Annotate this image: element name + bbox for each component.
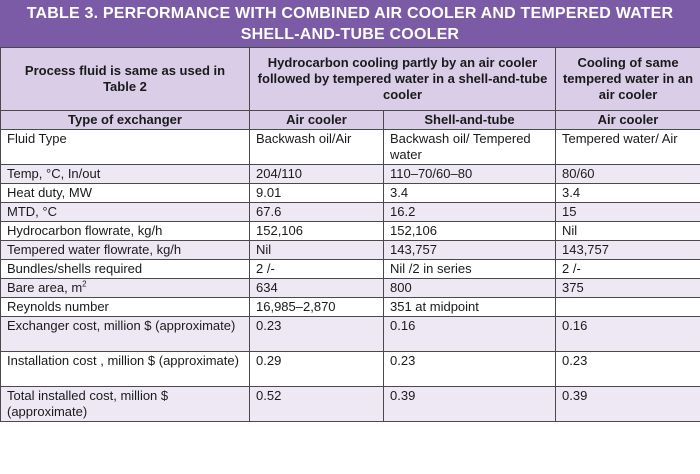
cell-air-cooler: 152,106 [249, 221, 384, 241]
table-row: Total installed cost, million $ (approxi… [0, 386, 700, 422]
cell-air-cooler: Backwash oil/Air [249, 129, 384, 165]
cell-air-cooler: 204/110 [249, 164, 384, 184]
cell-air-cooler: 0.52 [249, 386, 384, 422]
cell-shell-and-tube: 800 [383, 278, 556, 298]
table-row: Fluid Type Backwash oil/Air Backwash oil… [0, 129, 700, 165]
cell-air-cooler: 16,985–2,870 [249, 297, 384, 317]
cell-air-cooler: 634 [249, 278, 384, 298]
cell-shell-and-tube: 0.16 [383, 316, 556, 352]
cell-air-cooler: 0.29 [249, 351, 384, 387]
performance-table: Process fluid is same as used in Table 2… [0, 47, 700, 422]
table-title: TABLE 3. PERFORMANCE WITH COMBINED AIR C… [0, 0, 700, 47]
cell-air-cooler-2: 3.4 [555, 183, 700, 203]
row-label: Exchanger cost, million $ (approximate) [0, 316, 250, 352]
header-process-fluid: Process fluid is same as used in Table 2 [0, 47, 250, 111]
row-label: Tempered water flowrate, kg/h [0, 240, 250, 260]
header-hydrocarbon-cooling: Hydrocarbon cooling partly by an air coo… [249, 47, 556, 111]
cell-air-cooler: 67.6 [249, 202, 384, 222]
cell-air-cooler-2 [555, 297, 700, 317]
table-row: Exchanger cost, million $ (approximate) … [0, 316, 700, 352]
cell-shell-and-tube: 0.23 [383, 351, 556, 387]
row-label: Fluid Type [0, 129, 250, 165]
row-label: Total installed cost, million $ (approxi… [0, 386, 250, 422]
subheader-air-cooler: Air cooler [249, 110, 384, 130]
cell-air-cooler-2: 2 /- [555, 259, 700, 279]
cell-shell-and-tube: Nil /2 in series [383, 259, 556, 279]
row-label: MTD, °C [0, 202, 250, 222]
cell-air-cooler-2: 0.39 [555, 386, 700, 422]
row-label: Temp, °C, In/out [0, 164, 250, 184]
cell-shell-and-tube: 110–70/60–80 [383, 164, 556, 184]
cell-shell-and-tube: 16.2 [383, 202, 556, 222]
cell-shell-and-tube: 3.4 [383, 183, 556, 203]
cell-air-cooler: 2 /- [249, 259, 384, 279]
table-row: Tempered water flowrate, kg/h Nil 143,75… [0, 240, 700, 260]
table-row: Heat duty, MW 9.01 3.4 3.4 [0, 183, 700, 203]
cell-air-cooler: 9.01 [249, 183, 384, 203]
cell-air-cooler-2: 80/60 [555, 164, 700, 184]
row-label-text: Bare area, m [7, 280, 83, 295]
table-row: Reynolds number 16,985–2,870 351 at midp… [0, 297, 700, 317]
table-row: MTD, °C 67.6 16.2 15 [0, 202, 700, 222]
table-row: Bare area, m2 634 800 375 [0, 278, 700, 298]
header-tempered-water-cooling: Cooling of same tempered water in an air… [555, 47, 700, 111]
subheader-shell-and-tube: Shell-and-tube [383, 110, 556, 130]
cell-air-cooler: 0.23 [249, 316, 384, 352]
table-row: Hydrocarbon flowrate, kg/h 152,106 152,1… [0, 221, 700, 241]
row-label: Installation cost , million $ (approxima… [0, 351, 250, 387]
header-row: Process fluid is same as used in Table 2… [0, 47, 700, 111]
subheader-row: Type of exchanger Air cooler Shell-and-t… [0, 110, 700, 130]
cell-air-cooler: Nil [249, 240, 384, 260]
cell-shell-and-tube: 351 at midpoint [383, 297, 556, 317]
table-row: Temp, °C, In/out 204/110 110–70/60–80 80… [0, 164, 700, 184]
table-row: Installation cost , million $ (approxima… [0, 351, 700, 387]
table-row: Bundles/shells required 2 /- Nil /2 in s… [0, 259, 700, 279]
cell-air-cooler-2: 0.23 [555, 351, 700, 387]
row-label: Reynolds number [0, 297, 250, 317]
cell-air-cooler-2: 0.16 [555, 316, 700, 352]
cell-shell-and-tube: 152,106 [383, 221, 556, 241]
cell-shell-and-tube: Backwash oil/ Tempered water [383, 129, 556, 165]
row-label: Hydrocarbon flowrate, kg/h [0, 221, 250, 241]
subheader-air-cooler-2: Air cooler [555, 110, 700, 130]
row-label: Heat duty, MW [0, 183, 250, 203]
row-label: Bare area, m2 [0, 278, 250, 298]
cell-air-cooler-2: 143,757 [555, 240, 700, 260]
superscript-2: 2 [82, 279, 87, 289]
cell-air-cooler-2: 15 [555, 202, 700, 222]
cell-air-cooler-2: Tempered water/ Air [555, 129, 700, 165]
cell-shell-and-tube: 0.39 [383, 386, 556, 422]
cell-air-cooler-2: Nil [555, 221, 700, 241]
row-label: Bundles/shells required [0, 259, 250, 279]
subheader-type: Type of exchanger [0, 110, 250, 130]
cell-air-cooler-2: 375 [555, 278, 700, 298]
cell-shell-and-tube: 143,757 [383, 240, 556, 260]
